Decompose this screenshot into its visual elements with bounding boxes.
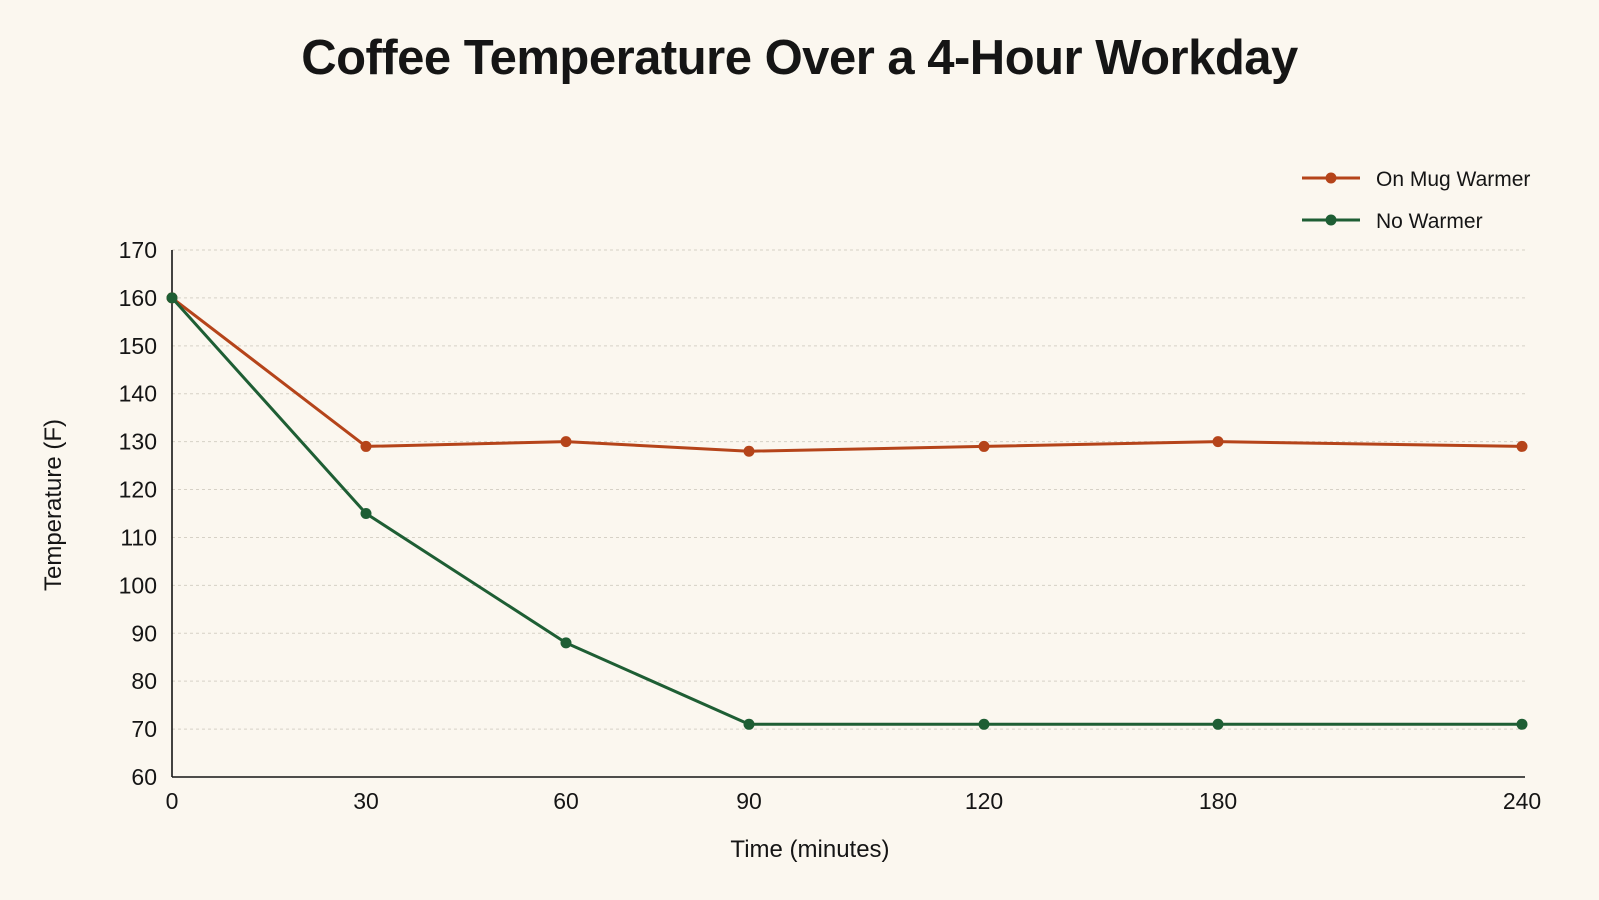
data-point [166,292,178,304]
legend-swatch-marker [1325,214,1337,226]
x-tick-label: 90 [736,788,762,814]
y-tick-label: 130 [119,429,157,455]
legend-item: No Warmer [1302,210,1483,233]
series-line [171,296,1523,453]
y-tick-label: 90 [131,620,157,646]
x-tick-label: 240 [1503,788,1541,814]
data-point [360,508,372,519]
data-point [743,718,755,730]
data-point [560,436,572,448]
y-tick-label: 150 [119,333,157,359]
series-line [170,296,1522,726]
series-0 [166,292,1528,457]
data-point [1516,718,1528,730]
legend: On Mug Warmer No Warmer [1302,168,1530,233]
y-tick-label: 170 [119,237,157,263]
y-tick-label: 110 [120,524,157,550]
data-point [360,440,372,452]
data-point [1212,436,1224,448]
y-tick-label: 80 [131,668,157,694]
data-point [1212,718,1224,730]
x-tick-label: 60 [553,788,579,814]
legend-label: On Mug Warmer [1376,168,1530,191]
y-tick-label: 70 [131,716,157,742]
y-axis-title: Temperature (F) [40,419,67,591]
legend-item: On Mug Warmer [1302,168,1530,191]
gridlines [172,249,1525,730]
data-point [560,637,572,649]
x-tick-label: 180 [1199,788,1237,814]
y-tick-label: 60 [131,764,157,790]
chart-title: Coffee Temperature Over a 4-Hour Workday [301,31,1298,85]
y-tick-label: 140 [119,381,157,407]
data-point [743,445,755,457]
x-tick-labels: 0 30 60 90 120 180 240 [166,788,1542,814]
series [166,292,1528,730]
y-tick-label: 100 [119,572,157,598]
x-tick-label: 30 [353,788,379,814]
data-point [978,718,990,730]
legend-label: No Warmer [1376,210,1483,233]
y-tick-labels: 60 70 80 90 100 110 120 130 140 150 160 170 [119,237,157,790]
y-tick-label: 120 [119,477,157,503]
x-axis-title: Time (minutes) [730,836,889,863]
x-tick-label: 120 [965,788,1003,814]
data-point [1516,440,1528,452]
legend-swatch-marker [1325,172,1337,184]
data-point [978,440,990,452]
series-1 [166,292,1528,730]
y-tick-label: 160 [119,285,157,311]
x-tick-label: 0 [166,788,179,814]
axes [171,250,1525,778]
